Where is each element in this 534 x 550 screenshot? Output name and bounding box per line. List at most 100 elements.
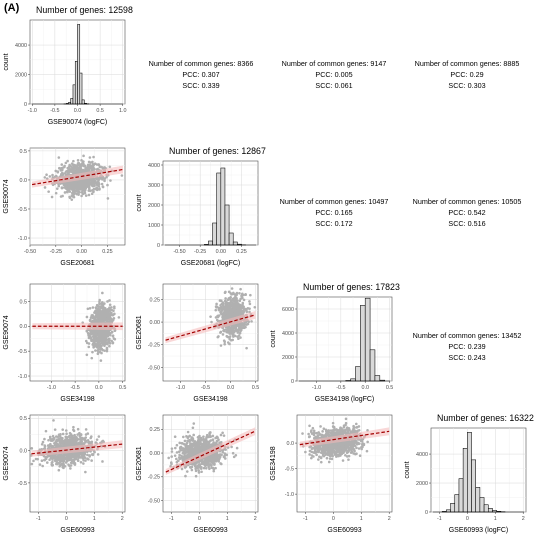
x-tick-label: 0.0 xyxy=(361,385,369,391)
scatter-point xyxy=(88,165,92,169)
scatter-point xyxy=(49,437,52,440)
scatter-point xyxy=(101,177,105,180)
scatter-point xyxy=(89,332,93,336)
scatter-point xyxy=(230,328,234,332)
scatter-point xyxy=(79,437,83,441)
confidence-band xyxy=(165,427,256,476)
histogram-bar xyxy=(483,504,489,513)
scatter-point xyxy=(57,166,61,170)
x-axis-title: GSE20681 (logFC) xyxy=(181,260,241,267)
scatter-point xyxy=(95,163,99,166)
x-tick-label: 0.25 xyxy=(236,249,247,255)
scatter-point xyxy=(232,333,235,336)
scatter-point xyxy=(248,302,252,306)
scatter-point xyxy=(89,181,92,184)
histogram-bar xyxy=(454,494,460,513)
scatter-point xyxy=(67,443,71,447)
scatter-point xyxy=(98,165,102,169)
x-axis-title: GSE34198 xyxy=(193,396,227,403)
scatter-point xyxy=(239,336,242,339)
scatter-point xyxy=(231,451,235,455)
scatter-point xyxy=(238,299,242,303)
scatter-point xyxy=(92,335,96,338)
scatter-point xyxy=(93,167,96,171)
scatter-point xyxy=(215,439,219,443)
scatter-point xyxy=(106,300,109,303)
scatter-point xyxy=(83,452,86,455)
scatter-point xyxy=(85,329,89,333)
scatter-point xyxy=(179,456,183,460)
scatter-point xyxy=(108,299,111,302)
scatter-point xyxy=(82,462,85,465)
scatter-point xyxy=(104,338,107,341)
x-tick-label: 1 xyxy=(93,516,96,522)
scatter-point xyxy=(43,437,46,441)
scatter-point xyxy=(84,194,88,197)
scatter-point xyxy=(36,457,40,461)
scatter-point xyxy=(175,443,179,447)
scatter-point xyxy=(108,315,112,318)
y-axis-title: GSE20681 xyxy=(136,315,143,349)
scatter-point xyxy=(101,291,104,295)
scatter-point xyxy=(85,182,88,185)
scatter-point xyxy=(227,304,230,308)
scatter-point xyxy=(198,465,202,468)
scatter-point xyxy=(94,306,98,309)
scatter-point xyxy=(106,315,109,319)
x-tick-label: 0 xyxy=(332,516,335,522)
scatter-point xyxy=(58,464,61,468)
histogram-bar xyxy=(212,222,217,246)
scatter-point xyxy=(98,343,102,347)
scatter-point xyxy=(226,310,230,313)
scatter-point xyxy=(99,332,103,336)
scatter-point xyxy=(80,184,83,188)
y-tick-label: -0.5 xyxy=(18,349,27,355)
scatter-point xyxy=(102,334,105,338)
scatter-point xyxy=(38,463,42,466)
scatter-point xyxy=(58,461,61,465)
scatter-point xyxy=(197,469,200,472)
scatter-point xyxy=(75,169,79,173)
scatter-point xyxy=(105,349,109,353)
x-tick-label: -1 xyxy=(437,516,442,522)
scatter-point xyxy=(221,333,225,336)
scatter-point xyxy=(95,333,99,336)
scatter-point xyxy=(225,453,229,457)
x-tick-label: 0.5 xyxy=(96,108,104,114)
scatter-point xyxy=(91,160,94,164)
scatter-point xyxy=(67,435,71,438)
scatter-point xyxy=(223,340,227,344)
scatter-point xyxy=(54,169,58,173)
scatter-point xyxy=(186,439,189,443)
scatter-point xyxy=(206,462,210,465)
scatter-point xyxy=(226,298,230,302)
scatter-point xyxy=(88,156,92,159)
histogram-bar xyxy=(467,432,472,513)
scatter-point xyxy=(209,315,212,318)
scatter-point xyxy=(95,186,98,190)
scatter-point xyxy=(193,444,196,447)
histogram-bar xyxy=(374,375,381,382)
scatter-point xyxy=(207,465,210,469)
scatter-point xyxy=(216,436,219,439)
histogram-bar xyxy=(216,172,222,246)
x-tick-label: -1.0 xyxy=(47,385,56,391)
scatter-point xyxy=(188,465,192,469)
scatter-point xyxy=(68,165,71,168)
scatter-point xyxy=(231,292,235,296)
scatter-point xyxy=(101,348,105,352)
scatter-point xyxy=(211,466,215,470)
scatter-point xyxy=(226,341,230,344)
scatter-point xyxy=(106,341,110,344)
scatter-point xyxy=(183,455,187,458)
histogram-gse20681: Number of genes: 12867 -0.50 -0.25 0.00 0.25… xyxy=(133,143,266,271)
scatter-point xyxy=(218,441,221,445)
y-tick-label: 0.0 xyxy=(287,441,295,447)
scatter-point xyxy=(83,438,86,442)
scatter-point xyxy=(92,180,95,184)
scatter-point xyxy=(185,470,189,473)
y-tick-label: 2000 xyxy=(148,203,160,209)
x-tick-label: 1.0 xyxy=(119,108,127,114)
histogram-bar xyxy=(77,24,81,105)
